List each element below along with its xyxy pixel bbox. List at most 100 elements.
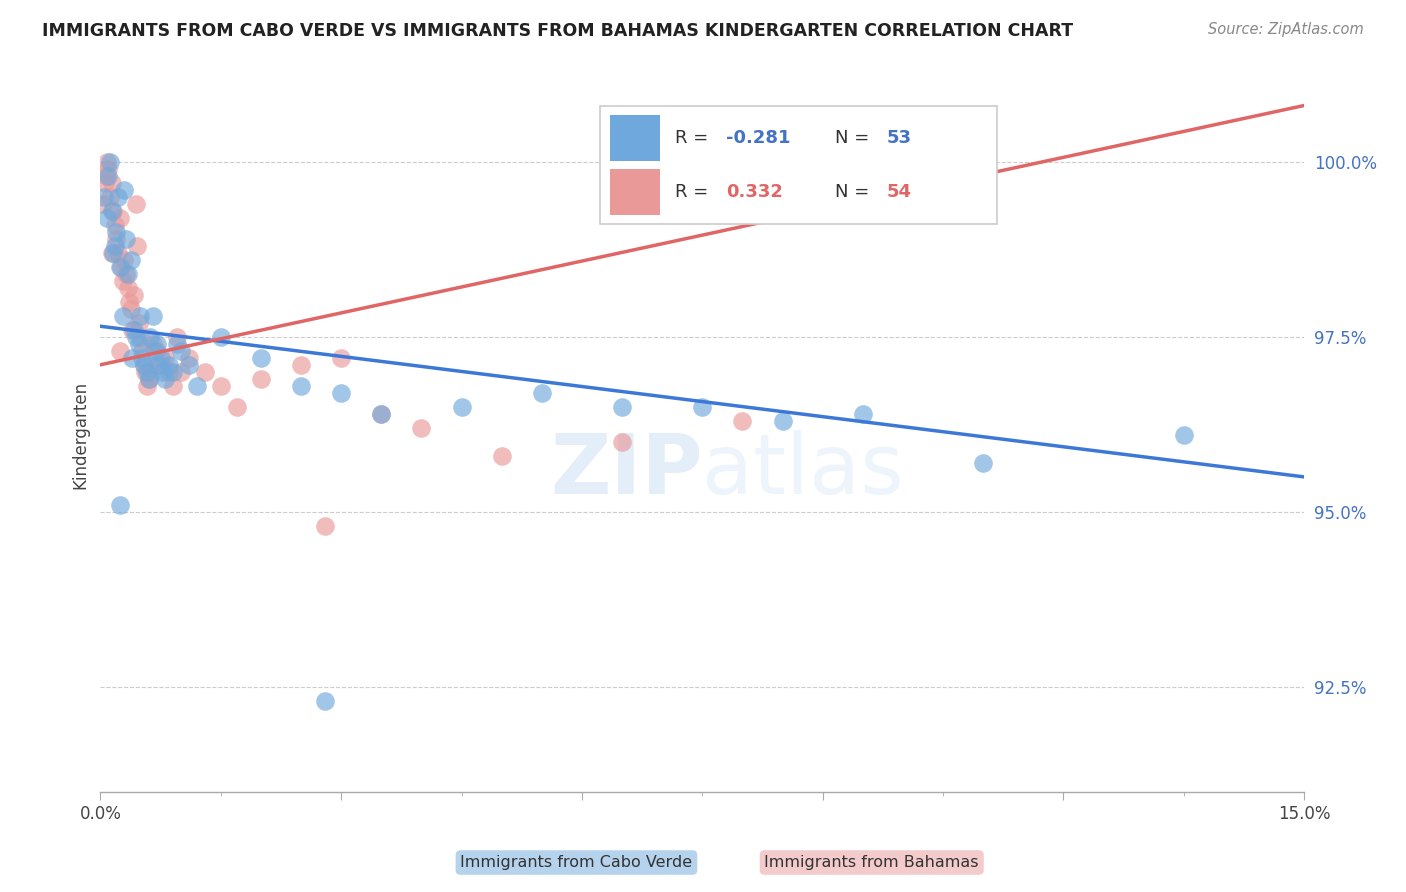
Point (135, 365, 157, 379)
Text: 0.332: 0.332 (727, 183, 783, 201)
Point (731, 414, 754, 428)
Point (139, 365, 162, 379)
Point (108, 211, 131, 225)
Text: IMMIGRANTS FROM CABO VERDE VS IMMIGRANTS FROM BAHAMAS KINDERGARTEN CORRELATION C: IMMIGRANTS FROM CABO VERDE VS IMMIGRANTS… (42, 22, 1073, 40)
Text: N =: N = (835, 183, 875, 201)
Text: 53: 53 (886, 128, 911, 147)
Point (125, 330, 148, 344)
Point (97, 161, 120, 176)
Point (141, 336, 163, 351)
Point (772, 414, 794, 428)
Point (370, 407, 392, 421)
Point (115, 232, 138, 246)
Point (610, 400, 633, 414)
Point (138, 372, 160, 386)
Point (103, 245, 125, 260)
Text: Immigrants from Bahamas: Immigrants from Bahamas (765, 855, 979, 870)
Point (250, 372, 273, 386)
Point (129, 330, 152, 344)
Point (690, 400, 713, 414)
Point (110, 260, 132, 274)
Text: ZIP: ZIP (550, 430, 702, 511)
Point (101, 203, 124, 218)
Text: R =: R = (675, 128, 714, 147)
Point (120, 252, 142, 267)
Point (146, 358, 169, 372)
Point (110, 260, 132, 274)
Point (111, 309, 134, 323)
Point (169, 365, 191, 379)
Point (135, 379, 157, 393)
Point (122, 323, 145, 337)
Point (97, 169, 120, 183)
Point (127, 238, 149, 252)
Text: Immigrants from Cabo Verde: Immigrants from Cabo Verde (460, 855, 693, 870)
Text: Source: ZipAtlas.com: Source: ZipAtlas.com (1208, 22, 1364, 37)
Point (330, 385, 353, 400)
Point (162, 379, 184, 393)
Point (138, 372, 160, 386)
Point (107, 189, 129, 203)
Point (166, 330, 188, 344)
Point (143, 343, 166, 358)
Point (121, 323, 143, 337)
Point (129, 309, 152, 323)
Point (100, 176, 122, 190)
Point (131, 343, 153, 358)
Point (96, 211, 118, 225)
Text: atlas: atlas (702, 430, 904, 511)
Point (314, 694, 336, 708)
Point (134, 365, 156, 379)
Point (177, 351, 200, 365)
Point (530, 385, 553, 400)
Point (103, 203, 125, 218)
Point (491, 449, 513, 463)
Point (128, 336, 150, 351)
Point (122, 287, 145, 301)
Point (108, 498, 131, 512)
Point (162, 365, 184, 379)
Text: N =: N = (835, 128, 875, 147)
Point (225, 400, 247, 414)
Point (131, 351, 153, 365)
Point (450, 400, 472, 414)
Point (112, 252, 135, 267)
FancyBboxPatch shape (610, 169, 661, 215)
Point (250, 351, 273, 365)
Point (96, 154, 118, 169)
Point (105, 232, 128, 246)
Point (115, 267, 138, 281)
Point (107, 245, 129, 260)
Point (157, 358, 180, 372)
Point (141, 309, 163, 323)
Point (117, 267, 139, 281)
Point (121, 351, 143, 365)
Point (94, 176, 117, 190)
Point (209, 330, 232, 344)
Point (98, 189, 121, 203)
Point (98, 154, 121, 169)
Point (370, 407, 392, 421)
Point (101, 245, 124, 260)
Point (194, 365, 217, 379)
Point (134, 358, 156, 372)
Point (972, 456, 994, 470)
Point (128, 316, 150, 330)
Point (186, 379, 208, 393)
Point (91, 196, 114, 211)
Point (139, 330, 162, 344)
Text: R =: R = (675, 183, 714, 201)
Point (132, 358, 155, 372)
Point (177, 358, 200, 372)
Point (153, 351, 176, 365)
Point (93, 189, 115, 203)
Point (145, 343, 167, 358)
Point (330, 351, 353, 365)
Point (104, 218, 127, 232)
Point (153, 372, 176, 386)
Y-axis label: Kindergarten: Kindergarten (72, 381, 89, 489)
Point (117, 281, 139, 295)
Point (209, 379, 232, 393)
FancyBboxPatch shape (610, 115, 661, 161)
Point (290, 358, 312, 372)
